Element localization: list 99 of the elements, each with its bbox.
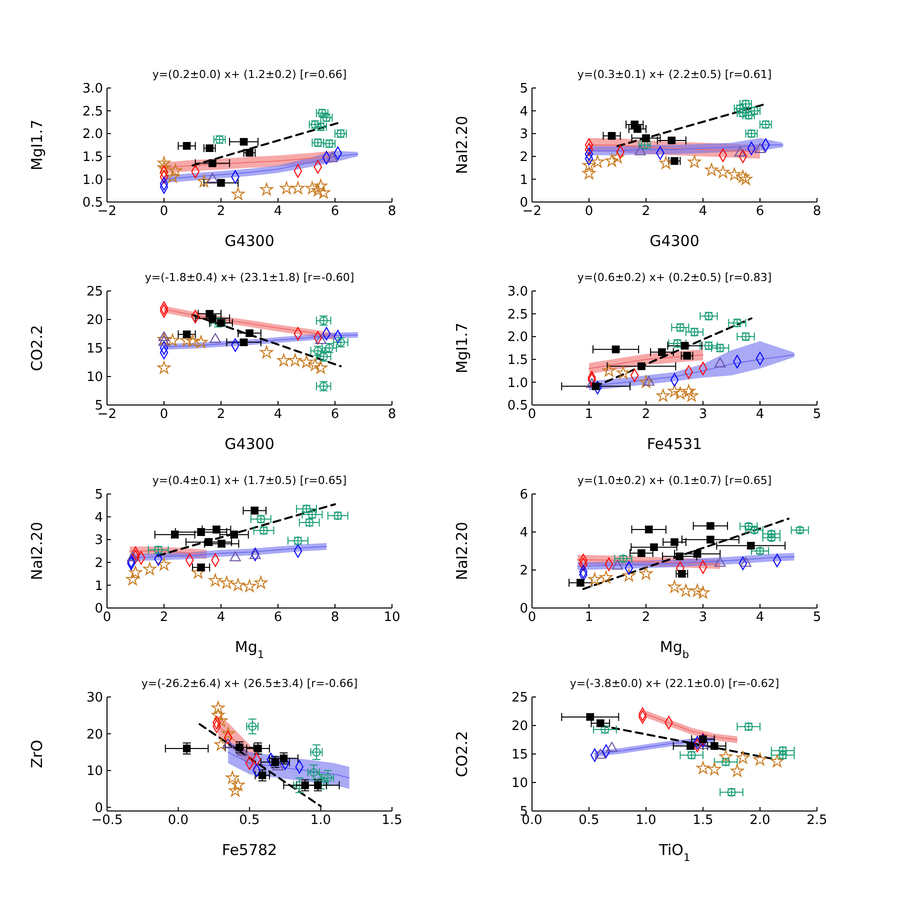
y-axis-title: NaI2.20	[453, 522, 471, 580]
x-axis-title: G4300	[224, 435, 274, 453]
chart-title: y=(-1.8±0.4) x+ (23.1±1.8) [r=-0.60]	[144, 271, 356, 284]
y-tick-label: 3.0	[82, 82, 103, 97]
y-tick-label: 25	[511, 690, 528, 706]
x-tick-label: 6	[330, 407, 340, 422]
chart-title: y=(0.2±0.0) x+ (1.2±0.2) [r=0.66]	[151, 68, 348, 81]
y-axis-title: CO2.2	[453, 730, 471, 778]
x-tick-label: 6	[274, 610, 282, 626]
x-tick-label: 2	[216, 204, 226, 220]
chart-title: y=(0.3±0.1) x+ (2.2±0.5) [r=0.61]	[576, 68, 773, 81]
x-tick-label: 8	[330, 610, 340, 626]
y-axis-title: MgI1.7	[28, 120, 46, 170]
y-tick-label: 30	[86, 690, 103, 706]
chart-title: y=(-3.8±0.0) x+ (22.1±0.0) [r=-0.62]	[568, 677, 780, 690]
x-tick-label: 4	[274, 407, 282, 422]
y-tick-label: 3	[94, 533, 103, 548]
x-tick-label: 1.5	[382, 813, 402, 828]
y-axis-title: NaI2.20	[28, 522, 46, 580]
y-tick-label: 5	[520, 82, 528, 97]
y-tick-label: 2	[520, 150, 528, 166]
x-tick-label: 10	[384, 610, 400, 626]
y-tick-label: 4	[94, 510, 103, 526]
x-tick-label: 8	[812, 204, 822, 220]
y-tick-label: 20	[86, 727, 103, 742]
x-tick-label: 0.0	[168, 813, 189, 828]
y-tick-label: 2.0	[82, 127, 103, 142]
y-tick-label: 1.5	[82, 150, 103, 166]
x-tick-label: 2	[216, 407, 226, 422]
y-axis-title: CO2.2	[28, 324, 46, 372]
y-tick-label: 10	[86, 764, 103, 780]
y-tick-label: 1	[520, 172, 528, 188]
y-tick-label: 1.0	[507, 376, 528, 391]
x-tick-label: 3	[698, 407, 708, 422]
y-axis-title: NaI2.20	[453, 116, 471, 174]
y-tick-label: 15	[511, 748, 528, 763]
chart-title: y=(1.0±0.2) x+ (0.1±0.7) [r=0.65]	[576, 474, 773, 487]
y-axis-title: ZrO	[28, 740, 46, 768]
y-tick-label: 1.5	[507, 353, 528, 368]
x-tick-label: 6	[330, 204, 340, 220]
y-tick-label: 25	[86, 284, 103, 300]
y-tick-label: 20	[86, 313, 103, 328]
y-tick-label: 15	[86, 342, 103, 357]
y-tick-label: 4	[520, 104, 528, 120]
y-tick-label: 2.5	[507, 307, 528, 322]
y-tick-label: 2	[94, 556, 103, 572]
x-tick-label: 0.5	[578, 813, 600, 828]
x-tick-label: 2	[642, 204, 650, 220]
y-tick-label: 1.0	[82, 172, 103, 188]
y-axis-title: MgI1.7	[453, 322, 471, 374]
x-tick-label: 4	[756, 610, 764, 626]
x-axis-title: G4300	[650, 232, 700, 250]
y-tick-label: 2.5	[82, 104, 103, 120]
x-tick-label: 2.0	[750, 813, 770, 828]
x-tick-label: 0	[160, 407, 168, 422]
x-tick-label: 4	[274, 204, 282, 220]
x-axis-title: Fe4531	[646, 435, 702, 453]
chart-title: y=(0.4±0.1) x+ (1.7±0.5) [r=0.65]	[151, 474, 348, 487]
x-tick-label: 2.5	[806, 813, 828, 828]
x-tick-label: 4	[756, 407, 764, 422]
x-tick-label: 2	[642, 407, 650, 422]
x-tick-label: 0	[584, 204, 594, 220]
x-axis-title: Mg$_{1}$	[234, 638, 264, 661]
y-tick-label: 1	[94, 578, 103, 594]
y-tick-label: 5	[94, 488, 103, 503]
x-tick-label: 1.0	[310, 813, 332, 828]
y-tick-label: 20	[511, 719, 528, 734]
x-tick-label: 8	[388, 204, 396, 220]
y-tick-label: 2	[520, 564, 528, 579]
x-tick-label: 1.5	[692, 813, 714, 828]
x-axis-title: TiO$_{1}$	[658, 841, 690, 864]
x-tick-label: 2	[642, 610, 650, 626]
x-tick-label: 1	[584, 407, 594, 422]
x-tick-label: −0.5	[91, 813, 123, 828]
x-tick-label: 8	[388, 407, 396, 422]
x-axis-title: G4300	[224, 232, 274, 250]
y-tick-label: 2.0	[507, 330, 528, 346]
x-tick-label: 4	[698, 204, 708, 220]
x-tick-label: 1.0	[636, 813, 656, 828]
y-tick-label: 10	[511, 776, 528, 792]
chart-title: y=(0.6±0.2) x+ (0.2±0.5) [r=0.83]	[576, 271, 773, 284]
y-tick-label: 3.0	[507, 284, 528, 300]
x-tick-label: 5	[812, 610, 822, 626]
x-tick-label: 3	[698, 610, 708, 626]
y-tick-label: 4	[520, 526, 528, 541]
x-tick-label: 0.5	[239, 813, 260, 828]
y-tick-label: 6	[520, 488, 528, 503]
x-axis-title: Mg$_{b}$	[660, 638, 690, 661]
chart-title: y=(-26.2±6.4) x+ (26.5±3.4) [r=-0.66]	[140, 677, 359, 690]
x-tick-label: 0	[160, 204, 168, 220]
y-tick-label: 10	[86, 370, 103, 386]
x-tick-label: 1	[584, 610, 594, 626]
y-tick-label: 0	[94, 800, 103, 816]
x-tick-label: 5	[812, 407, 822, 422]
x-tick-label: 4	[216, 610, 226, 626]
x-axis-title: Fe5782	[222, 841, 278, 859]
y-tick-label: 3	[520, 127, 528, 142]
x-tick-label: 6	[756, 204, 764, 220]
x-tick-label: 2	[160, 610, 168, 626]
